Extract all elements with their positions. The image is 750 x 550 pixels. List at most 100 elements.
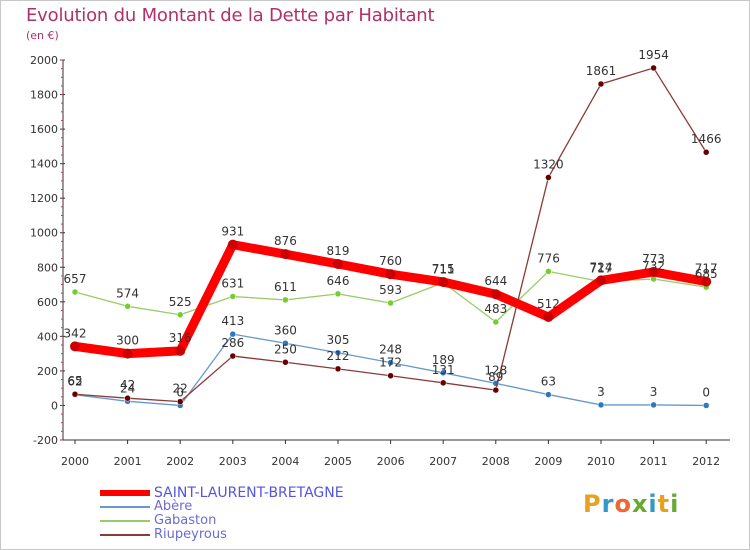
data-label: 65 [67,374,82,388]
x-tick-label: 2002 [166,455,194,468]
data-point [70,341,80,352]
x-tick-label: 2011 [640,455,668,468]
y-tick-label: 0 [51,399,58,412]
data-point [334,365,342,373]
logo-letter: o [614,490,632,518]
data-label: 3 [597,385,605,399]
data-label: 1466 [691,132,722,146]
legend-label: Gabaston [154,513,217,528]
y-tick-label: 1400 [30,158,58,171]
x-tick-label: 2003 [219,455,247,468]
data-label: 316 [169,331,192,345]
data-point [545,174,552,181]
data-label: 1861 [586,64,617,78]
logo-letter: i [648,490,658,518]
x-tick-label: 2000 [61,455,89,468]
data-label: 657 [64,272,87,286]
y-tick-label: 1600 [30,123,58,136]
data-label: 212 [327,349,350,363]
data-label: 483 [484,302,507,316]
data-label: 1320 [533,157,564,171]
y-tick-label: 1000 [30,227,58,240]
data-point [229,293,237,300]
y-tick-label: 600 [37,296,58,309]
data-point [227,239,238,250]
data-label: 631 [221,276,244,290]
data-label: 172 [379,356,402,370]
data-label: 644 [484,274,507,288]
data-label: 250 [274,342,297,356]
logo-letter: t [657,490,671,518]
data-point [596,275,606,286]
data-point [280,249,291,260]
data-point [282,359,289,366]
data-label: 611 [274,280,297,294]
data-label: 593 [379,283,402,297]
data-label: 360 [274,323,297,337]
data-point [545,268,552,275]
data-point [175,345,186,356]
logo-letter: r [601,490,615,518]
data-label: 512 [537,297,560,311]
proxiti-logo: Proxiti [583,490,679,518]
data-point [124,394,131,402]
logo-letter: P [583,490,602,518]
data-point [385,269,396,280]
x-tick-label: 2005 [324,455,352,468]
data-point [490,289,501,300]
data-point [597,80,605,88]
data-point [650,401,657,409]
data-point [334,349,342,357]
data-label: 773 [642,252,665,266]
data-label: 131 [432,363,455,377]
data-label: 574 [116,286,139,300]
data-point [492,318,500,326]
data-point [650,64,657,72]
data-label: 300 [116,334,139,348]
data-point [439,379,447,387]
data-point [282,296,289,304]
data-point [439,369,447,377]
data-label: 286 [221,336,244,350]
x-tick-label: 2008 [482,455,510,468]
data-label: 931 [221,225,244,239]
logo-letter: i [670,490,680,518]
data-label: 1954 [638,48,669,62]
data-point [124,303,131,310]
y-tick-label: 400 [37,330,58,343]
data-point [229,330,237,338]
y-tick-label: 800 [37,261,58,274]
data-label: 248 [379,343,402,357]
data-point [597,401,605,409]
data-point [438,276,449,287]
data-point [176,398,184,405]
data-label: 128 [484,363,507,377]
data-point [545,391,552,398]
y-tick-label: 1200 [30,192,58,205]
data-point [387,299,394,307]
data-point [282,340,289,347]
legend-swatch [100,490,150,496]
data-label: 732 [642,259,665,273]
data-label: 715 [432,262,455,276]
data-point [387,359,394,366]
chart-subtitle: (en €) [26,29,59,42]
data-point [71,390,79,398]
x-tick-label: 2009 [534,455,562,468]
x-tick-label: 2010 [587,455,615,468]
data-label: 760 [379,254,402,268]
x-tick-label: 2004 [271,455,299,468]
x-tick-label: 2007 [429,455,457,468]
data-label: 24 [120,381,135,395]
data-label: 0 [176,385,184,399]
data-label: 724 [590,260,613,274]
data-label: 876 [274,234,297,248]
data-label: 342 [64,326,87,340]
data-point [648,266,659,277]
data-point [702,402,710,409]
data-label: 0 [702,385,710,399]
data-label: 711 [432,263,455,277]
y-tick-label: -200 [33,434,58,447]
data-point [702,148,710,156]
